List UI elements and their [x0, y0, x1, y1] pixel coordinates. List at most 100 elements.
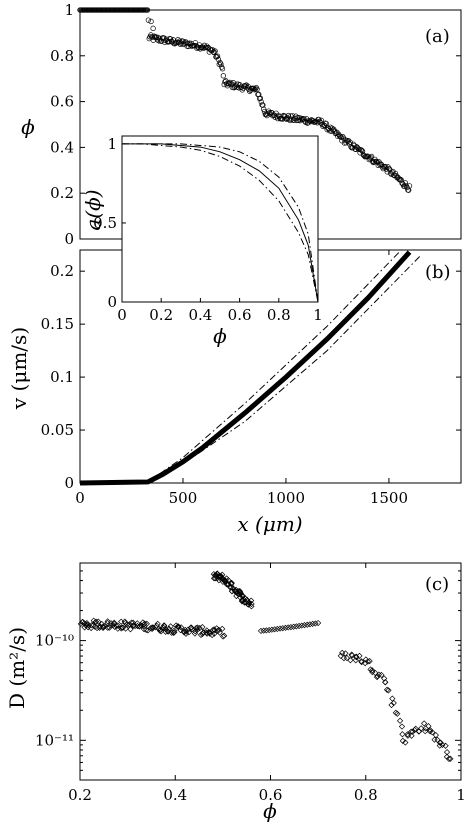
panel-c-data-point [238, 592, 246, 600]
panel-b-series-line [79, 250, 412, 486]
inset-ytick-label: 1 [107, 135, 117, 153]
inset-ytick-label: 0.5 [93, 214, 117, 232]
panel-c-data-point [347, 657, 354, 664]
panel-a-data-point [245, 83, 251, 89]
panel-c-data-point [411, 726, 418, 734]
panel-a-data-point [402, 180, 409, 186]
panel-c-data-point [167, 623, 174, 630]
panel-c-frame [79, 562, 462, 781]
panel-c-data-point [143, 620, 150, 627]
inset-yticks: 00.51 [93, 135, 126, 311]
panel-c-data-point [268, 626, 275, 633]
panel-a-data-point [345, 138, 352, 144]
panel-c-data-point [399, 731, 406, 738]
inset-xtick-label: 0 [117, 306, 127, 324]
inset-xlabel: ϕ [213, 324, 227, 348]
panel-a-ytick-label: 0.6 [50, 93, 74, 111]
panel-c-data-point [375, 671, 382, 678]
panel-c-data-point [293, 623, 300, 630]
panel-c-data-point [93, 618, 100, 625]
panel-c-data-point [136, 623, 143, 630]
panel-c-data-point [196, 625, 203, 632]
inset-series-line [122, 143, 319, 303]
panel-c-data-point [445, 755, 453, 762]
panel-a-data-point [301, 116, 307, 122]
panel-b-yticks: 0 0.05 0.1 0.15 0.2 [41, 262, 461, 492]
panel-a-data-point [214, 54, 220, 60]
panel-b-series-line [147, 256, 421, 483]
panel-b-ytick-label: 0.1 [50, 368, 74, 386]
panel-c-data-point [382, 679, 389, 686]
panel-a-data-point [254, 86, 260, 92]
panel-c-data-point [358, 658, 365, 665]
panel-b-xtick-label: 1500 [370, 489, 408, 507]
panel-c-data-point [199, 624, 206, 631]
panel-c-data-point [274, 625, 281, 633]
panel-c-data-point [266, 626, 273, 634]
panel-c-data-point [422, 728, 429, 735]
panel-c-data-point [165, 625, 173, 632]
inset-xtick-label: 0.8 [267, 306, 291, 324]
panel-a-data-point [406, 183, 413, 189]
panel-c-data-point [418, 725, 425, 732]
panel-a-yticks: 0 0.2 0.4 0.6 0.8 1 [50, 1, 461, 248]
panel-c-data-point [248, 600, 255, 608]
panel-b-ytick-label: 0.05 [41, 421, 74, 439]
panel-c-data-point [398, 723, 406, 730]
panel-c-data-point [352, 657, 359, 664]
panel-c-data-point [343, 654, 350, 662]
panel-c-data-point [362, 660, 369, 667]
panel-c-data-point [118, 624, 126, 631]
panel-c-xtick-label: 1 [456, 786, 466, 804]
panel-c-data-point [95, 618, 102, 625]
panel-a-data-point [336, 133, 343, 139]
panel-c-xtick-label: 0.8 [354, 786, 378, 804]
panel-a-data-point [215, 56, 222, 63]
panel-c-data-point [408, 732, 415, 739]
panel-c-data-point [285, 624, 292, 631]
panel-c-data-point [412, 725, 419, 732]
panel-b-tag: (b) [425, 262, 451, 283]
panel-c-data-point [399, 737, 406, 744]
panel-c-data-point [421, 720, 428, 727]
panel-c-ytick-label: 10⁻¹⁰ [35, 632, 74, 650]
panel-a-data-point [220, 73, 226, 79]
panel-c-data-point [194, 624, 201, 631]
panel-c-data-point [439, 741, 446, 748]
panel-a-ytick-label: 0.8 [50, 47, 74, 65]
panel-c-data-point [442, 742, 449, 749]
panel-c-data-point [101, 623, 108, 630]
panel-c-data-point [394, 710, 401, 717]
panel-c-data-point [114, 622, 121, 629]
panel-a-data-point [285, 112, 292, 119]
panel-c-data-point [248, 597, 255, 604]
panel-c-data-point [367, 666, 374, 673]
panel-c-data-point [219, 625, 226, 632]
panel-a-data-point [257, 95, 264, 101]
panel-c-data-point [225, 577, 232, 584]
panel-c-data-point [388, 701, 395, 709]
panel-a-data-point [353, 146, 359, 152]
panel-c-data-point [306, 621, 314, 628]
panel-b: 0 0.05 0.1 0.15 0.2 0 500 1000 1500 v (μm/s) x … [7, 249, 462, 536]
panel-c-data-point [409, 728, 416, 735]
panel-a-data-point [233, 81, 240, 87]
panel-b-xticks: 0 500 1000 1500 [75, 250, 408, 507]
panel-c-data-point [378, 671, 385, 679]
inset-lines [122, 143, 319, 303]
panel-a-data-point [333, 130, 339, 136]
panel-c-xticks: 0.2 0.4 0.6 0.8 1 [68, 563, 466, 804]
panel-b-lines [79, 250, 421, 486]
panel-a-data-point [148, 18, 154, 25]
panel-c-data-point [404, 731, 411, 738]
panel-a-data-point [252, 86, 259, 92]
panel-c-data-point [447, 755, 454, 762]
panel-c-data-point [93, 624, 101, 632]
panel-c-data-point [154, 620, 161, 627]
panel-c-points [77, 570, 454, 762]
panel-c-xlabel: ϕ [263, 799, 277, 823]
panel-c-data-point [287, 624, 295, 631]
panel-c-data-point [171, 627, 178, 634]
inset-xticks: 0 0.2 0.4 0.6 0.8 1 [117, 298, 323, 324]
panel-a-data-point [150, 25, 156, 31]
